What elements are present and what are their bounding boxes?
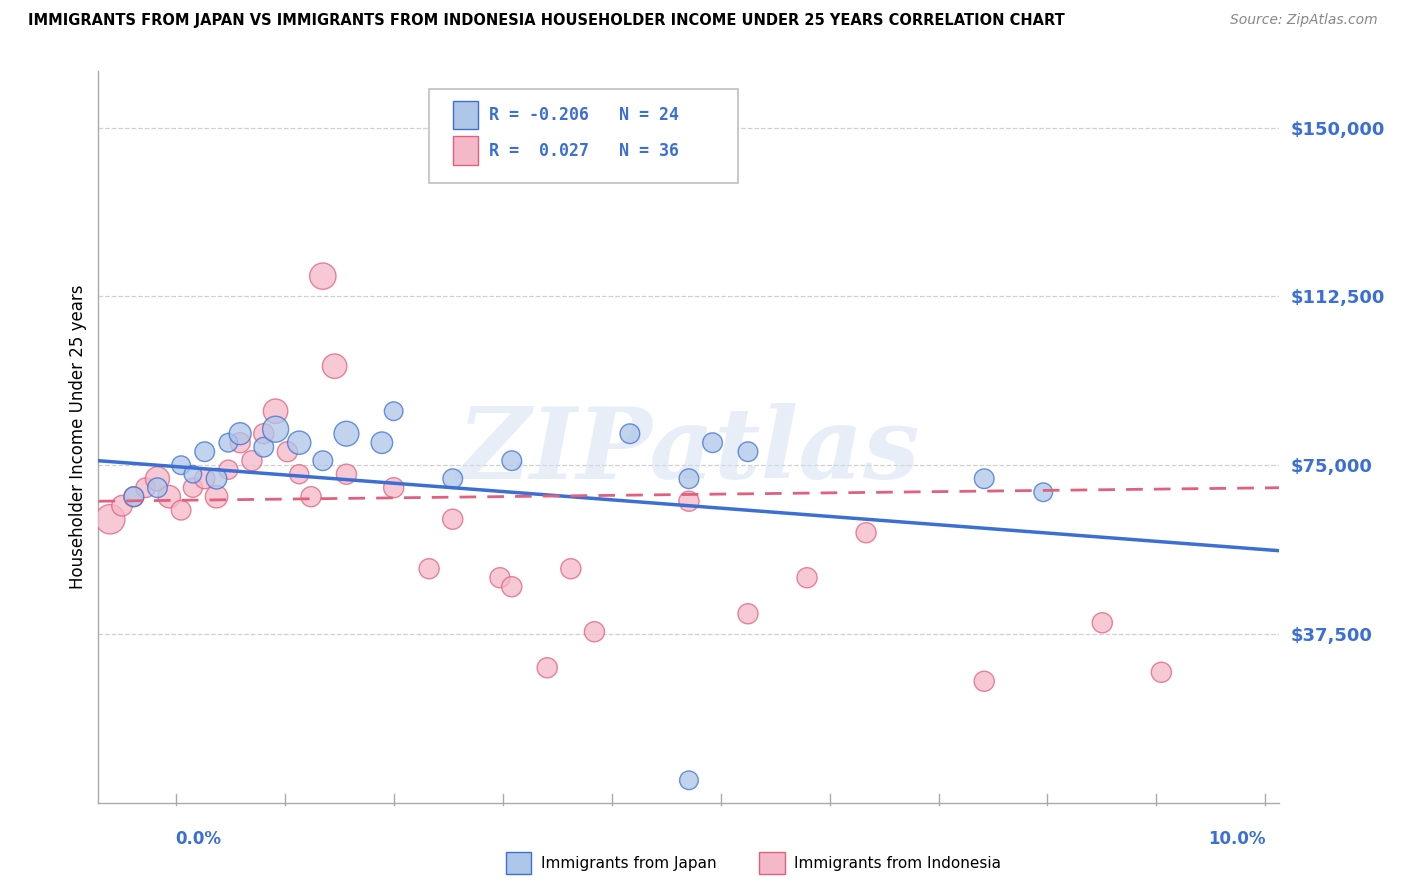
Point [382,404,405,418]
Point [135,481,157,495]
Point [678,472,700,486]
Point [170,458,193,473]
Point [382,481,405,495]
Point [855,525,877,540]
Point [702,435,724,450]
Text: 10.0%: 10.0% [1208,830,1265,847]
Point [1091,615,1114,630]
Point [181,467,204,482]
Point [371,435,394,450]
Point [1150,665,1173,680]
Point [288,435,311,450]
Point [737,607,759,621]
Point [536,661,558,675]
Point [335,467,357,482]
Point [560,562,582,576]
Point [111,499,134,513]
Point [181,481,204,495]
Point [194,444,217,458]
Point [205,472,228,486]
Text: R = -0.206   N = 24: R = -0.206 N = 24 [489,106,679,124]
Point [240,453,263,467]
Point [973,472,995,486]
Point [194,472,217,486]
Point [796,571,818,585]
Point [441,512,464,526]
Text: Source: ZipAtlas.com: Source: ZipAtlas.com [1230,13,1378,28]
Point [299,490,322,504]
Point [441,472,464,486]
Text: 0.0%: 0.0% [176,830,222,847]
Point [335,426,357,441]
Point [217,463,239,477]
Point [98,512,121,526]
Point [276,444,298,458]
Point [312,453,335,467]
Point [418,562,440,576]
Point [678,773,700,788]
Point [288,467,311,482]
Y-axis label: Householder Income Under 25 years: Householder Income Under 25 years [69,285,87,590]
Text: IMMIGRANTS FROM JAPAN VS IMMIGRANTS FROM INDONESIA HOUSEHOLDER INCOME UNDER 25 Y: IMMIGRANTS FROM JAPAN VS IMMIGRANTS FROM… [28,13,1064,29]
Text: ZIPatlas: ZIPatlas [458,403,920,500]
Point [146,472,169,486]
Point [157,490,180,504]
Point [264,422,287,436]
Point [583,624,606,639]
Point [501,453,523,467]
Point [122,490,145,504]
Point [253,440,276,454]
Point [678,494,700,508]
Point [973,674,995,689]
Point [619,426,641,441]
Point [264,404,287,418]
Point [737,444,759,458]
Point [501,580,523,594]
Point [1032,485,1054,500]
Point [229,426,252,441]
Point [217,435,239,450]
Point [323,359,346,374]
Point [229,435,252,450]
Point [170,503,193,517]
Point [253,426,276,441]
Point [489,571,512,585]
Point [205,490,228,504]
Text: Immigrants from Japan: Immigrants from Japan [541,855,717,871]
Point [312,269,335,284]
Text: R =  0.027   N = 36: R = 0.027 N = 36 [489,142,679,160]
Point [146,481,169,495]
Point [122,490,145,504]
Text: Immigrants from Indonesia: Immigrants from Indonesia [794,855,1001,871]
